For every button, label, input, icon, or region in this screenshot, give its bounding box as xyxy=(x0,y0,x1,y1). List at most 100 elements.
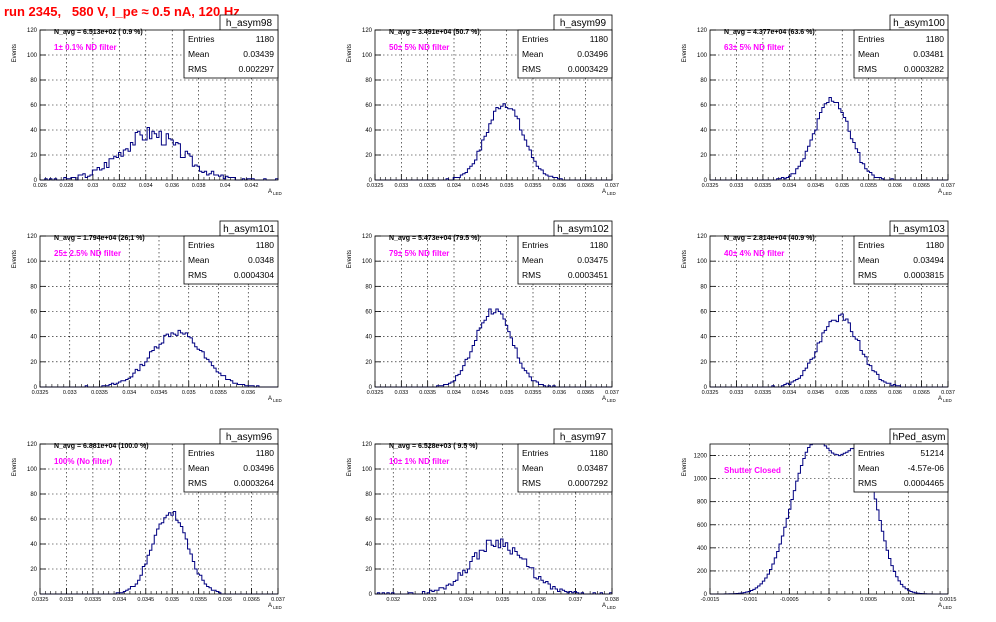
y-tick-label: 600 xyxy=(697,523,708,529)
x-tick-label: 0.033 xyxy=(423,597,437,603)
x-axis-subscript: LED xyxy=(273,605,283,610)
x-tick-label: 0.0345 xyxy=(472,183,489,189)
x-tick-label: 0.0345 xyxy=(807,390,824,396)
y-tick-label: 0 xyxy=(369,385,373,391)
y-tick-label: 40 xyxy=(30,128,37,134)
x-tick-label: 0.037 xyxy=(605,390,619,396)
x-tick-label: 0.0325 xyxy=(367,183,384,189)
y-tick-label: 80 xyxy=(365,78,372,84)
stats-box xyxy=(853,235,949,285)
y-tick-label: 40 xyxy=(700,128,707,134)
y-tick-label: 20 xyxy=(365,567,372,573)
stats-label: Entries xyxy=(522,240,548,250)
stats-value: 0.0348 xyxy=(248,255,274,265)
y-tick-label: 120 xyxy=(27,442,38,448)
y-axis-title: Events xyxy=(682,458,688,476)
y-axis-title: Events xyxy=(12,44,18,62)
x-tick-label: 0.035 xyxy=(182,390,196,396)
y-tick-label: 80 xyxy=(30,284,37,290)
filter-note: Shutter Closed xyxy=(724,466,781,475)
x-tick-label: 0.037 xyxy=(569,597,583,603)
plot-frame xyxy=(39,443,279,595)
y-tick-label: 120 xyxy=(27,234,38,240)
y-tick-label: 40 xyxy=(365,542,372,548)
x-tick-label: 0.034 xyxy=(782,390,796,396)
y-tick-label: 20 xyxy=(700,360,707,366)
y-tick-label: 1200 xyxy=(694,454,708,460)
stats-label: Mean xyxy=(188,463,210,473)
x-tick-label: 0.0355 xyxy=(525,390,542,396)
x-axis-subscript: LED xyxy=(607,191,617,196)
stats-label: Mean xyxy=(858,463,880,473)
y-tick-label: 80 xyxy=(365,284,372,290)
histogram-line xyxy=(375,308,612,388)
y-tick-label: 40 xyxy=(30,335,37,341)
x-tick-label: 0.035 xyxy=(835,390,849,396)
histogram-line xyxy=(710,97,948,181)
x-tick-label: -0.0015 xyxy=(701,597,720,603)
stats-value: 51214 xyxy=(920,448,944,458)
filter-note: 25± 2.5% ND filter xyxy=(54,249,121,258)
y-axis-title: Events xyxy=(12,458,18,476)
x-tick-label: 0.0345 xyxy=(472,390,489,396)
stats-label: Entries xyxy=(858,448,884,458)
y-tick-label: 100 xyxy=(362,467,373,473)
x-tick-label: -0.0005 xyxy=(780,597,799,603)
stats-label: Entries xyxy=(188,240,214,250)
x-tick-label: 0.035 xyxy=(500,183,514,189)
stats-value: 0.03475 xyxy=(577,255,608,265)
x-axis-title: A xyxy=(602,396,606,402)
stats-value: 0.03496 xyxy=(243,463,274,473)
y-axis-title: Events xyxy=(347,458,353,476)
histogram-line xyxy=(710,443,948,595)
histogram-name: h_asym101 xyxy=(223,224,275,235)
x-axis-subscript: LED xyxy=(607,398,617,403)
x-tick-label: 0.042 xyxy=(245,183,259,189)
y-tick-label: 400 xyxy=(697,546,708,552)
plot-frame xyxy=(374,235,613,388)
stats-label: RMS xyxy=(522,270,541,280)
y-tick-label: 120 xyxy=(362,28,373,34)
plot-frame xyxy=(39,29,279,181)
histogram-line xyxy=(375,103,612,181)
y-tick-label: 20 xyxy=(700,153,707,159)
stats-value: 1180 xyxy=(256,240,275,250)
x-tick-label: 0.035 xyxy=(835,183,849,189)
histogram-panel-hPed_asym: 0 200 400 600 800 1000 1200 -0.0015 -0.001 -0.000… xyxy=(682,428,956,610)
x-tick-label: 0.028 xyxy=(60,183,74,189)
y-tick-label: 20 xyxy=(30,567,37,573)
stats-value: 0.03496 xyxy=(577,49,608,59)
y-tick-label: 0 xyxy=(34,178,38,184)
plot-frame xyxy=(374,29,613,181)
y-tick-label: 120 xyxy=(362,234,373,240)
stats-label: Mean xyxy=(522,255,544,265)
x-tick-label: 0.034 xyxy=(447,390,461,396)
x-axis-subscript: LED xyxy=(943,398,953,403)
plot-frame xyxy=(709,29,949,181)
filter-note: 79± 5% ND filter xyxy=(389,249,449,258)
histogram-line xyxy=(710,313,948,388)
y-tick-label: 120 xyxy=(697,234,708,240)
stats-label: Entries xyxy=(188,34,214,44)
y-tick-label: 800 xyxy=(697,500,708,506)
stats-label: RMS xyxy=(522,478,541,488)
stats-value: 0.03481 xyxy=(913,49,944,59)
histogram-panel-h_asym97: 0 20 40 60 80 100 120 0.032 0.033 0.034 0.035 0.036… xyxy=(347,428,619,610)
x-tick-label: 0.036 xyxy=(888,183,902,189)
x-tick-label: 0.0355 xyxy=(210,390,227,396)
stats-box xyxy=(853,29,949,79)
y-tick-label: 40 xyxy=(30,542,37,548)
filter-note: 1± 0.1% ND filter xyxy=(54,43,117,52)
x-axis-subscript: LED xyxy=(943,605,953,610)
stats-label: RMS xyxy=(858,64,877,74)
histogram-panel-h_asym100: 0 20 40 60 80 100 120 0.0325 0.033 0.0335 0.034 0.0… xyxy=(682,14,955,196)
x-axis-title: A xyxy=(268,603,272,609)
histogram-name: h_asym102 xyxy=(557,224,609,235)
stats-label: Entries xyxy=(188,448,214,458)
x-tick-label: 0.0365 xyxy=(913,390,930,396)
y-tick-label: 200 xyxy=(697,569,708,575)
x-tick-label: 0.032 xyxy=(386,597,400,603)
x-tick-label: 0.034 xyxy=(782,183,796,189)
x-tick-label: 0.036 xyxy=(165,183,179,189)
plot-frame xyxy=(374,443,613,595)
